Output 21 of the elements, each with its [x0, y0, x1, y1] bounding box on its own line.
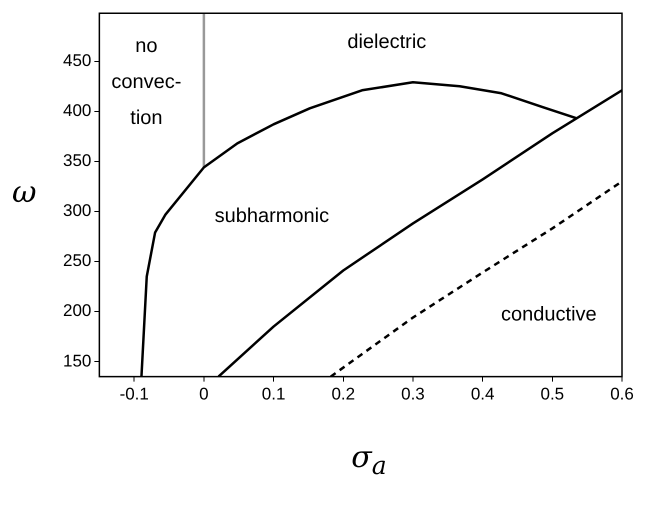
y-tick-label: 350 — [62, 151, 92, 170]
y-tick-label: 250 — [62, 251, 92, 270]
x-tick-label: 0.4 — [470, 384, 494, 404]
y-tick-label: 200 — [62, 301, 92, 320]
y-tick-label: 450 — [62, 50, 92, 70]
x-tick-label: 0.1 — [262, 384, 286, 404]
x-tick-label: 0.2 — [331, 384, 356, 404]
y-tick-label: 400 — [62, 100, 92, 120]
y-tick-label: 300 — [62, 201, 92, 220]
x-tick-label: 0.3 — [401, 384, 425, 404]
y-tick-label: 150 — [62, 351, 92, 370]
x-tick-label: 0 — [199, 384, 209, 404]
x-tick-label: 0.6 — [610, 384, 634, 404]
x-tick-label: -0.1 — [120, 384, 149, 404]
x-tick-label: 0.5 — [540, 384, 564, 404]
annotation: no convec- tion — [111, 34, 182, 129]
annotation: conductive — [501, 303, 597, 326]
annotation: subharmonic — [214, 205, 330, 228]
x-axis-title: σ$_{a}$ — [350, 440, 388, 480]
y-axis-title: ω — [12, 175, 36, 210]
annotation: dielectric — [347, 30, 426, 53]
